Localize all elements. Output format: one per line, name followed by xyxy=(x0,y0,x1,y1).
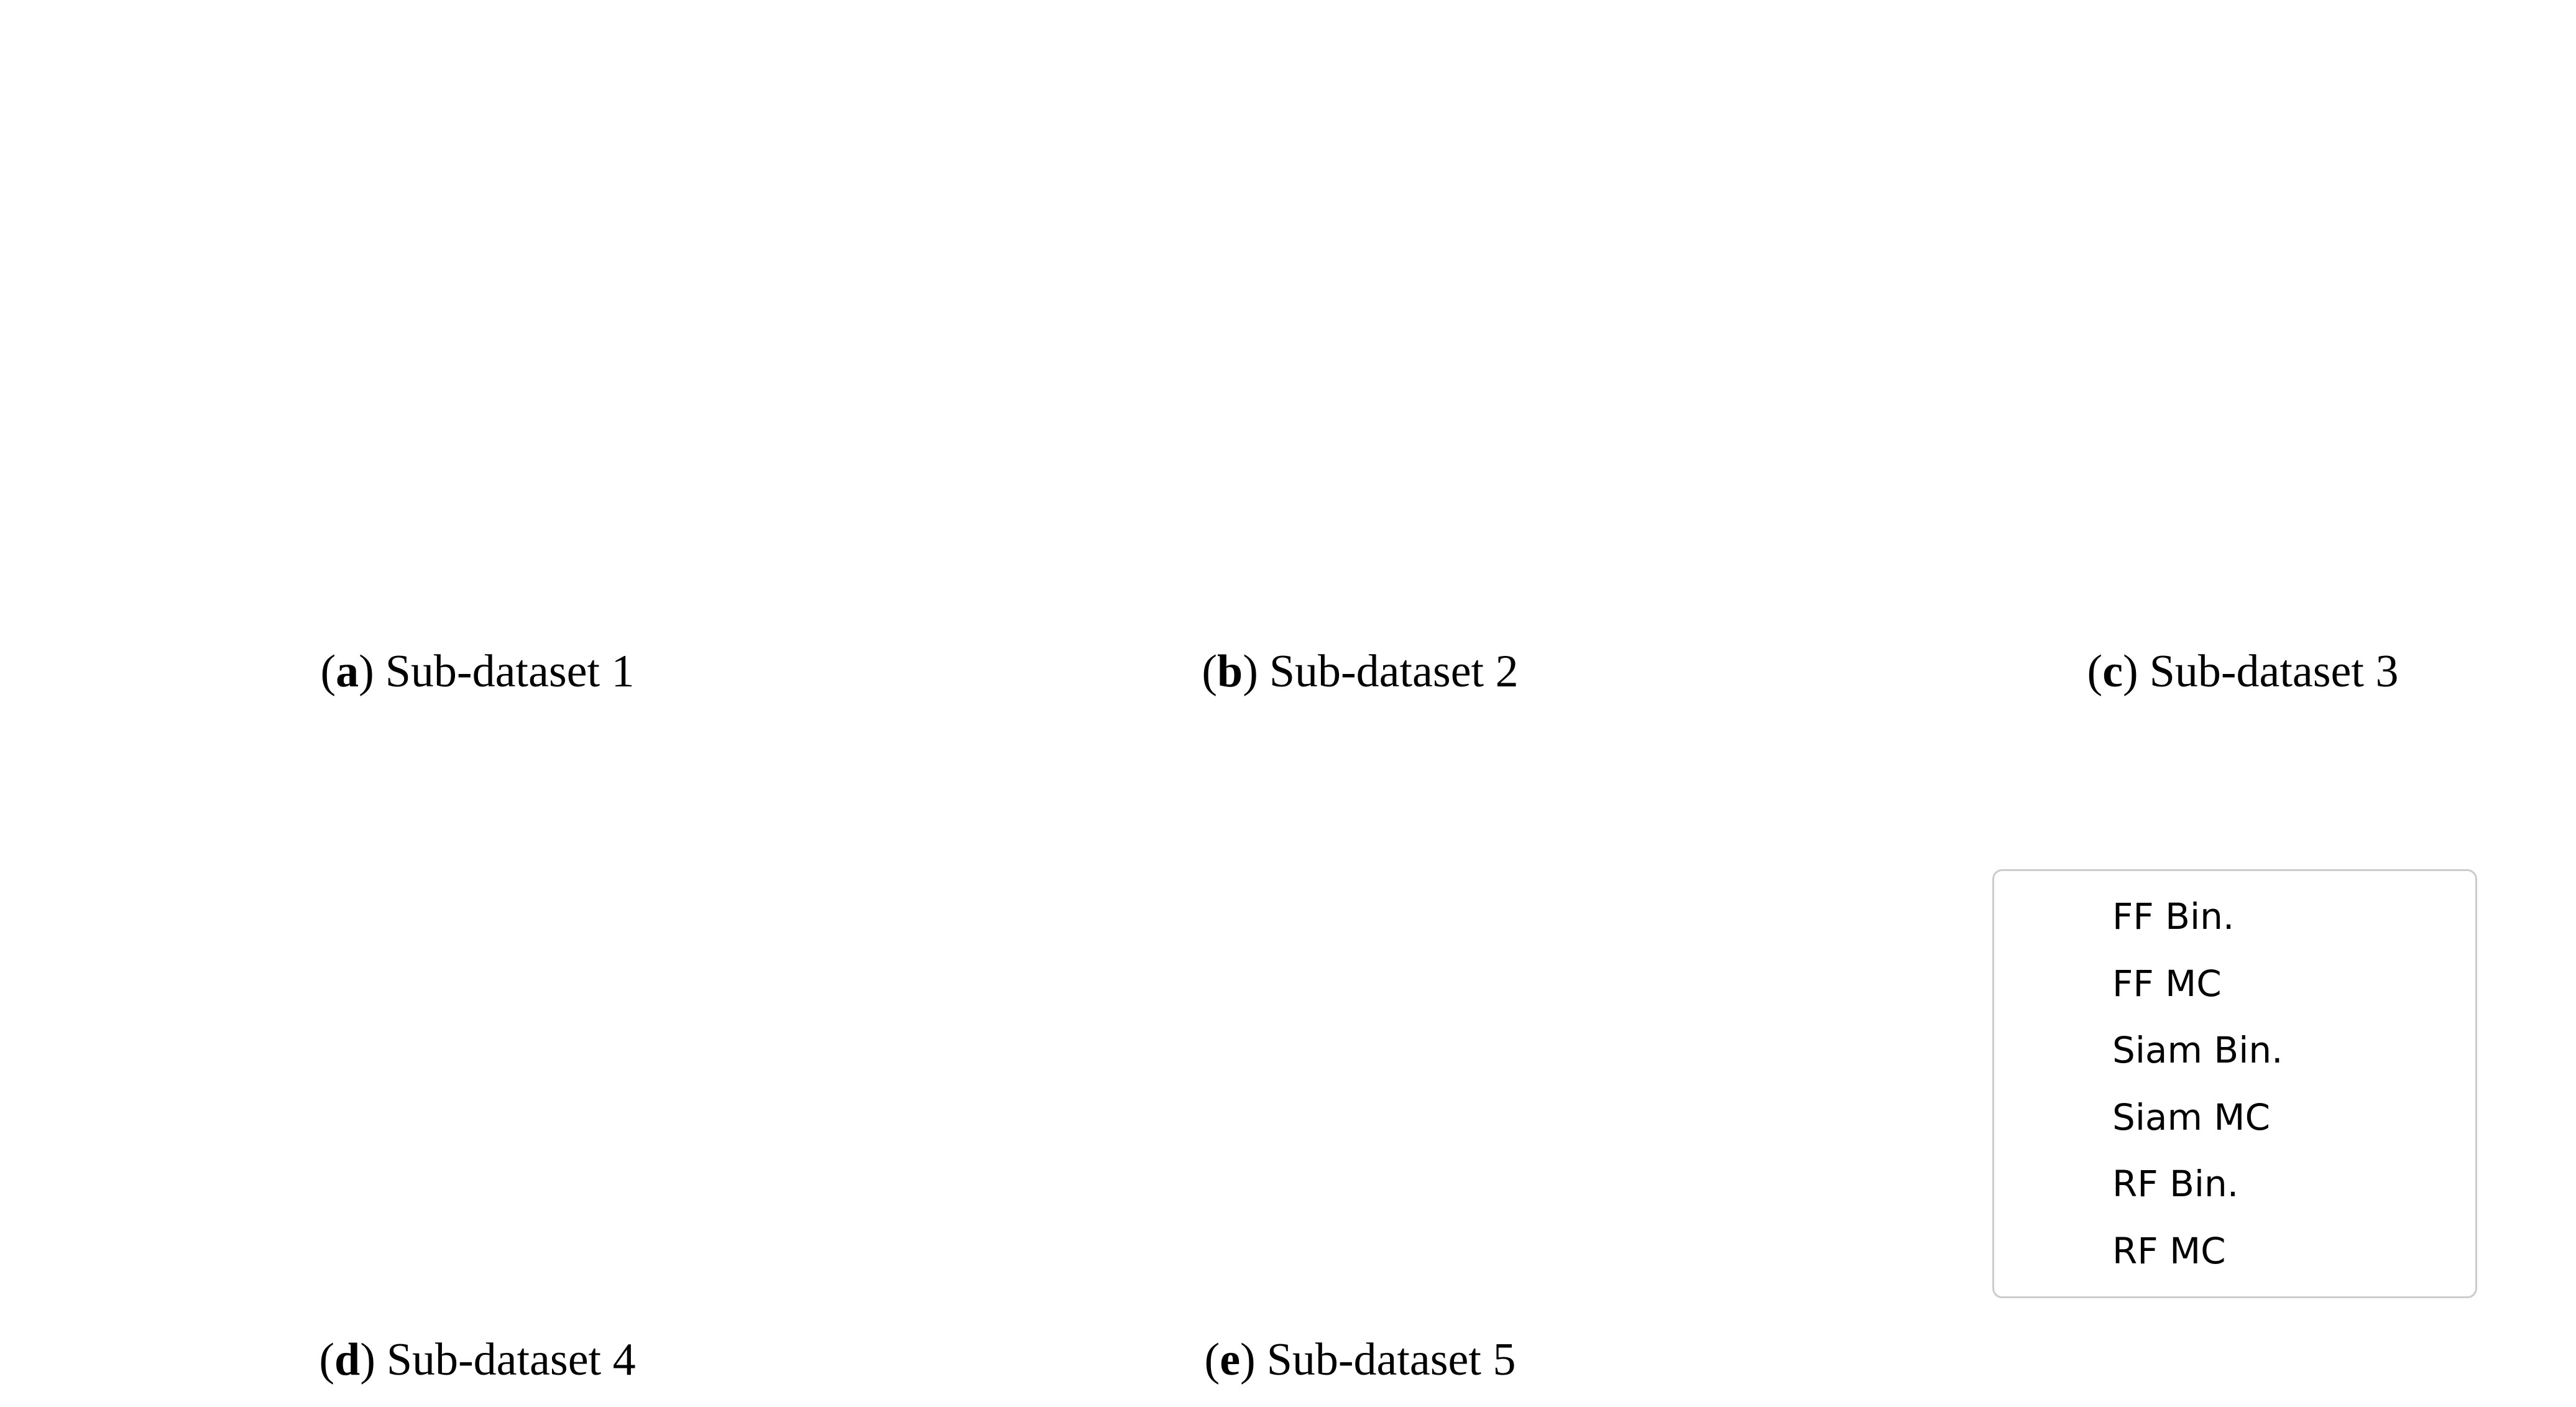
caption-label: Sub-dataset 5 xyxy=(1266,1334,1516,1385)
legend-label: Siam Bin. xyxy=(2112,1029,2283,1072)
caption-label: Sub-dataset 4 xyxy=(386,1334,636,1385)
caption-open: ( xyxy=(1202,646,1218,697)
caption-letter: c xyxy=(2102,646,2123,697)
legend-item-ff-mc: FF MC xyxy=(1994,962,2475,1005)
legend-label: FF Bin. xyxy=(2112,895,2235,938)
caption-open: ( xyxy=(2087,646,2103,697)
caption-open: ( xyxy=(1204,1334,1220,1385)
legend-label: RF MC xyxy=(2112,1229,2226,1272)
caption-e: (e) Sub-dataset 5 xyxy=(1049,1334,1671,1386)
caption-letter: d xyxy=(334,1334,361,1385)
caption-close: ) xyxy=(360,1334,375,1385)
legend-item-rf-mc: RF MC xyxy=(1994,1230,2475,1272)
caption-close: ) xyxy=(1240,1334,1256,1385)
legend-item-siam-bin: Siam Bin. xyxy=(1994,1029,2475,1071)
caption-b: (b) Sub-dataset 2 xyxy=(1049,645,1671,698)
chart-sub-dataset-4 xyxy=(37,703,870,1386)
rf-mc-line-swatch xyxy=(2024,1248,2084,1253)
caption-d: (d) Sub-dataset 4 xyxy=(167,1334,788,1386)
chart-sub-dataset-2 xyxy=(920,0,1753,684)
chart-sub-dataset-5 xyxy=(920,703,1753,1386)
caption-close: ) xyxy=(2123,646,2138,697)
siam-bin-line-swatch xyxy=(2024,1048,2084,1053)
caption-label: Sub-dataset 3 xyxy=(2149,646,2399,697)
ff-bin-line-swatch xyxy=(2024,915,2084,919)
legend-label: RF Bin. xyxy=(2112,1163,2239,1206)
rf-bin-line-swatch xyxy=(2024,1182,2084,1186)
chart-sub-dataset-1 xyxy=(37,0,870,684)
caption-letter: e xyxy=(1220,1334,1241,1385)
caption-letter: b xyxy=(1217,646,1243,697)
ff-mc-line-swatch xyxy=(2024,981,2084,985)
caption-close: ) xyxy=(359,646,374,697)
caption-a: (a) Sub-dataset 1 xyxy=(167,645,788,698)
legend-item-rf-bin: RF Bin. xyxy=(1994,1163,2475,1205)
caption-open: ( xyxy=(319,1334,335,1385)
legend-item-siam-mc: Siam MC xyxy=(1994,1096,2475,1138)
legend-label: Siam MC xyxy=(2112,1096,2270,1138)
caption-label: Sub-dataset 1 xyxy=(385,646,635,697)
caption-label: Sub-dataset 2 xyxy=(1269,646,1519,697)
caption-c: (c) Sub-dataset 3 xyxy=(1932,645,2554,698)
caption-close: ) xyxy=(1243,646,1258,697)
chart-sub-dataset-3 xyxy=(1803,0,2576,684)
legend-box: FF Bin. FF MC Siam Bin. Siam MC RF Bin. … xyxy=(1992,869,2477,1298)
legend-label: FF MC xyxy=(2112,962,2222,1005)
siam-mc-line-swatch xyxy=(2024,1115,2084,1119)
caption-open: ( xyxy=(320,646,336,697)
caption-letter: a xyxy=(336,646,359,697)
legend-item-ff-bin: FF Bin. xyxy=(1994,895,2475,938)
